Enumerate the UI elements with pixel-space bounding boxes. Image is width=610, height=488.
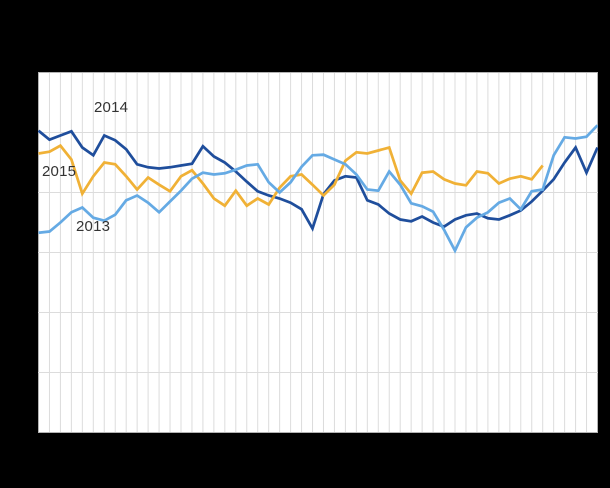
series-label-2014: 2014 [94,99,129,116]
series-label-2013: 2013 [76,218,111,235]
series-label-2015: 2015 [42,163,77,180]
plot-area: 2014 2015 2013 [38,72,598,433]
series-line-2015 [38,143,544,208]
series-line-2014 [38,129,598,232]
line-chart [38,72,598,433]
series-line-2013 [38,124,598,254]
